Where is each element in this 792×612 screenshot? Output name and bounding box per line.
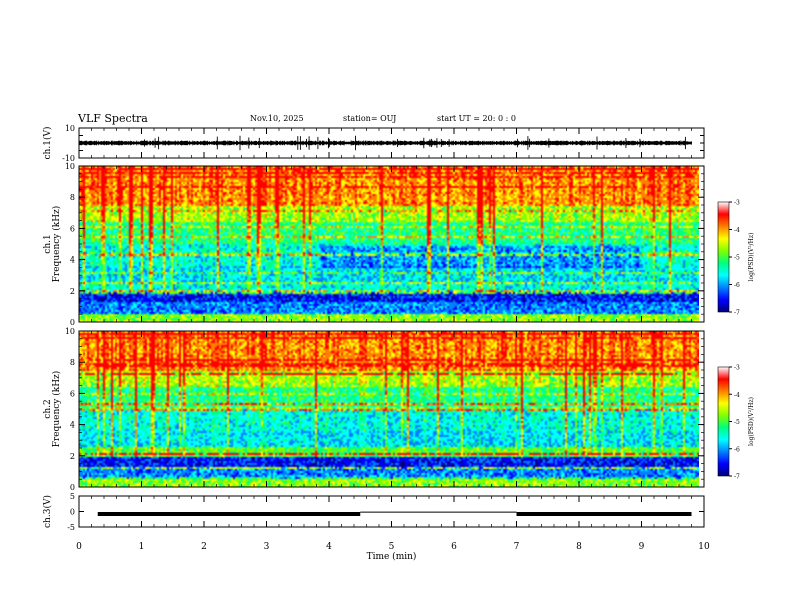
colorbar-tick-label: -7	[734, 310, 740, 317]
ch3-waveform-panel: 5 0 -5 ch.3(V) 0 1 2 3 4 5 6 7 8 9 10 Time (min)	[42, 492, 710, 562]
x-tick-label: 4	[326, 542, 332, 552]
tick-label: 2	[70, 287, 75, 296]
tick-label: 6	[70, 224, 75, 233]
tick-label: 10	[65, 162, 75, 171]
tick-label: 6	[70, 389, 75, 398]
ch1-waveform-panel: 10 -10 ch.1(V)	[42, 124, 705, 163]
ch1-spectrogram-panel: 0 2 4 6 8 10 ch.1 Frequency (kHz)	[43, 162, 705, 327]
colorbar-tick-label: -7	[734, 474, 740, 481]
tick-label: 8	[70, 193, 75, 202]
colorbar-tick-label: -4	[734, 227, 740, 234]
tick-label: 5	[70, 492, 75, 501]
tick-label: 10	[65, 327, 75, 336]
channel-label: ch.2	[43, 399, 53, 418]
tick-label: -10	[62, 154, 75, 163]
x-tick-label: 1	[139, 542, 145, 552]
figure-title: VLF Spectra	[78, 112, 148, 125]
x-tick-label: 6	[451, 542, 457, 552]
channel-label: ch.1	[43, 234, 53, 253]
y-axis-label: Frequency (kHz)	[51, 206, 62, 283]
station-label: station= OUJ	[343, 114, 397, 123]
tick-label: 2	[70, 452, 75, 461]
x-tick-label: 10	[698, 542, 710, 552]
date-label: Nov.10, 2025	[250, 114, 304, 123]
x-tick-label: 7	[514, 542, 520, 552]
colorbar-tick-label: -6	[734, 282, 740, 289]
tick-label: 4	[70, 256, 75, 265]
tick-label: 0	[70, 483, 75, 492]
colorbar-tick-label: -4	[734, 392, 740, 399]
colorbar	[717, 366, 730, 477]
colorbar-label: log(PSD)(V²/Hz)	[748, 397, 755, 446]
x-tick-label: 9	[639, 542, 645, 552]
colorbar-label: log(PSD)(V²/Hz)	[748, 233, 755, 282]
tick-label: 0	[70, 318, 75, 327]
y-axis-label: ch.1(V)	[42, 127, 53, 160]
colorbar-tick-label: -6	[734, 446, 740, 453]
x-tick-label: 3	[264, 542, 270, 552]
colorbars: -3 -4 -5 -6 -7 log(PSD)(V²/Hz) -3 -4 -5 -6 -7 log(P…	[717, 200, 755, 481]
x-tick-label: 2	[201, 542, 207, 552]
x-axis-label: Time (min)	[367, 551, 417, 562]
colorbar-tick-label: -3	[734, 365, 740, 372]
y-axis-label: Frequency (kHz)	[51, 371, 62, 448]
colorbar-tick-label: -5	[734, 255, 740, 262]
tick-label: 10	[65, 124, 75, 133]
colorbar-tick-label: -5	[734, 419, 740, 426]
y-axis-label: ch.3(V)	[42, 495, 53, 528]
tick-label: 8	[70, 358, 75, 367]
spectrogram-image	[79, 166, 699, 322]
tick-label: 0	[70, 508, 75, 517]
colorbar	[717, 201, 730, 313]
x-tick-label: 8	[576, 542, 582, 552]
tick-label: 4	[70, 421, 75, 430]
start-time-label: start UT = 20: 0 : 0	[437, 114, 516, 123]
ch2-spectrogram-panel: 0 2 4 6 8 10 ch.2 Frequency (kHz)	[43, 327, 705, 492]
x-tick-label: 5	[389, 542, 395, 552]
x-tick-label: 0	[76, 542, 82, 552]
spectrogram-image	[79, 331, 699, 487]
tick-label: -5	[67, 523, 75, 532]
colorbar-tick-label: -3	[734, 200, 740, 207]
